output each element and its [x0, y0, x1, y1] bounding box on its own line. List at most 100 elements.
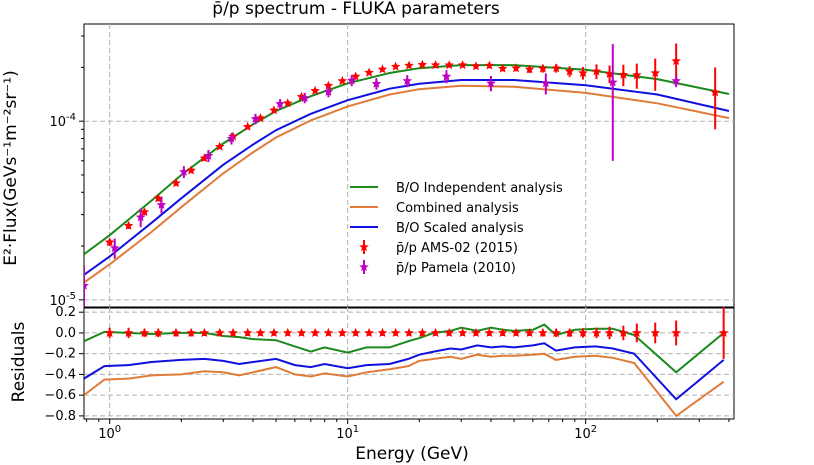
top-data-point	[591, 66, 602, 76]
top-data-point	[524, 64, 535, 74]
bottom-data-point	[430, 327, 441, 337]
legend: B/O Independent analysis Combined analysi…	[350, 181, 563, 276]
top-data-point	[632, 70, 642, 80]
bottom-data-point	[632, 327, 642, 337]
bottom-data-point	[484, 327, 495, 337]
bottom-data-point	[471, 327, 481, 337]
top-grid	[84, 24, 734, 308]
bottom-data-point	[551, 327, 561, 337]
top-data-group	[84, 43, 720, 308]
top-data-point	[541, 78, 551, 88]
top-y-axis-label: E²·Flux(GeVs⁻¹m⁻²sr⁻¹)	[1, 70, 21, 265]
chart-title: p̄/p spectrum - FLUKA parameters	[212, 0, 500, 19]
top-data-point	[444, 60, 454, 70]
x-axis-label: Energy (GeV)	[355, 444, 468, 464]
bottom-data-point	[444, 327, 454, 337]
bottom-data-point	[524, 327, 535, 337]
top-data-point	[156, 199, 167, 209]
bottom-y-tick-label: 0.2	[55, 305, 76, 320]
top-data-point	[215, 141, 225, 151]
bottom-panel-frame	[83, 306, 735, 420]
top-data-point	[471, 61, 481, 71]
top-data-point	[269, 105, 279, 115]
top-data-point	[226, 133, 237, 143]
bottom-data-point	[350, 327, 361, 337]
bottom-data-point	[139, 327, 150, 337]
top-data-point	[179, 166, 189, 176]
top-panel: 10-510-4 E²·Flux(GeVs⁻¹m⁻²sr⁻¹)	[1, 23, 735, 309]
x-tick-label: 102	[574, 424, 597, 442]
bottom-data-point	[591, 327, 602, 337]
bottom-y-ticks: 0.2 0.0 −0.2 −0.4 −0.6 −0.8	[44, 305, 84, 424]
bottom-data-point	[104, 327, 115, 337]
legend-entry-p-p-ams-02-2015: p̄/p AMS-02 (2015)	[359, 240, 518, 256]
top-series-b-o-scaled-analysis	[84, 79, 730, 276]
bottom-data-point	[255, 327, 266, 337]
top-data-point	[457, 60, 468, 70]
legend-label: Combined analysis	[396, 201, 519, 216]
legend-entry-combined-analysis: Combined analysis	[350, 201, 519, 216]
top-data-point	[283, 98, 293, 108]
top-data-point	[371, 78, 382, 88]
top-data-point	[242, 121, 253, 131]
bottom-data-point	[364, 327, 374, 337]
bottom-series-group	[84, 323, 725, 418]
bottom-data-point	[199, 327, 210, 337]
bottom-data-point	[215, 327, 225, 337]
bottom-data-point	[269, 327, 279, 337]
top-data-point	[441, 71, 452, 81]
top-series-combined-analysis	[84, 84, 730, 284]
top-data-point	[497, 63, 508, 73]
top-data-point	[650, 68, 660, 78]
legend-star-swatch	[359, 262, 369, 271]
top-data-point	[364, 67, 374, 77]
top-data-point	[337, 75, 348, 85]
top-data-point	[564, 66, 575, 76]
bottom-data-point	[497, 327, 508, 337]
top-data-point	[608, 77, 618, 87]
legend-entry-b-o-scaled-analysis: B/O Scaled analysis	[350, 221, 524, 236]
top-data-point	[511, 63, 521, 73]
bottom-data-point	[404, 327, 414, 337]
top-data-point	[350, 71, 361, 81]
bottom-data-point	[186, 327, 196, 337]
bottom-y-tick-label: −0.8	[44, 409, 76, 424]
bottom-data-point	[153, 327, 163, 337]
top-data-point	[110, 243, 120, 253]
top-data-point	[186, 165, 196, 175]
top-data-point	[671, 75, 681, 85]
bottom-data-point	[242, 327, 253, 337]
bottom-data-point	[457, 327, 468, 337]
bottom-data-point	[337, 327, 348, 337]
top-data-point	[671, 56, 681, 66]
top-data-point	[551, 63, 561, 73]
top-data-point	[402, 75, 412, 85]
top-data-point	[250, 113, 261, 123]
top-data-point	[390, 61, 401, 71]
legend-label: p̄/p Pamela (2010)	[396, 261, 516, 276]
top-data-point	[710, 87, 720, 97]
bottom-data-group	[104, 307, 729, 359]
x-tick-label: 100	[98, 424, 121, 442]
bottom-data-point	[228, 327, 238, 337]
bottom-data-point	[390, 327, 401, 337]
bottom-data-point	[564, 327, 575, 337]
bottom-data-point	[323, 327, 334, 337]
bottom-data-point	[718, 327, 729, 337]
top-y-ticks: 10-510-4	[49, 35, 84, 309]
top-data-p-p-pamela-2010	[84, 44, 681, 308]
top-data-point	[123, 220, 134, 230]
legend-entry-b-o-independent-analysis: B/O Independent analysis	[350, 181, 563, 196]
bottom-data-point	[604, 327, 615, 337]
bottom-y-axis-label: Residuals	[9, 322, 29, 403]
top-data-point	[618, 69, 629, 79]
bottom-data-point	[650, 327, 660, 337]
bottom-data-point	[123, 327, 134, 337]
bottom-y-tick-label: 0.0	[55, 326, 76, 341]
bottom-series-b-o-independent-analysis	[84, 323, 725, 374]
top-panel-frame	[83, 23, 735, 309]
top-data-point	[323, 80, 334, 90]
top-data-point	[486, 78, 496, 88]
bottom-data-point	[538, 327, 548, 337]
